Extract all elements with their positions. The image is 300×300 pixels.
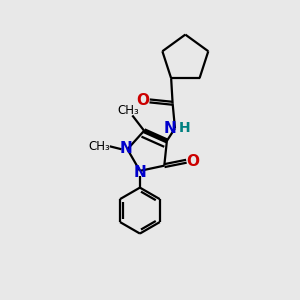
Text: H: H (178, 121, 190, 135)
Text: O: O (186, 154, 199, 169)
Text: N: N (163, 121, 176, 136)
Text: CH₃: CH₃ (117, 103, 139, 117)
Text: N: N (119, 141, 132, 156)
Text: CH₃: CH₃ (88, 140, 110, 153)
Text: O: O (137, 93, 150, 108)
Text: N: N (134, 164, 146, 179)
